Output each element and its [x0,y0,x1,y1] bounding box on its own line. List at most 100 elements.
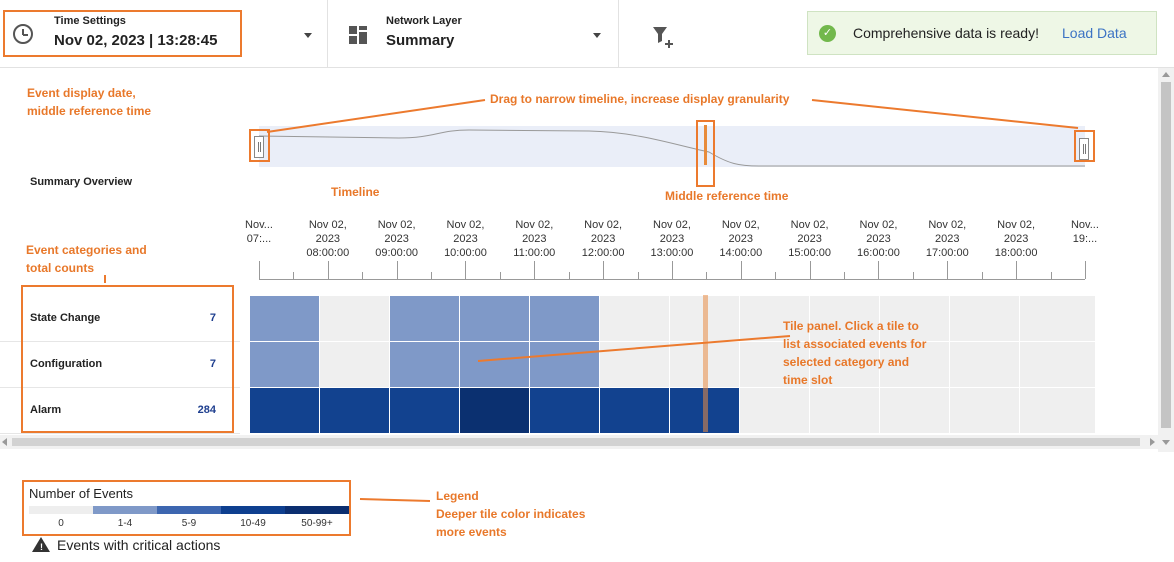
annotation-box-categories [21,285,234,433]
time-axis-minor-tick [913,272,914,279]
legend-label: 1-4 [117,518,133,529]
event-tile[interactable] [390,296,459,341]
annotation-display-date: Event display date, middle reference time [27,86,152,118]
timeline-right-handle[interactable] [1079,138,1089,160]
event-tile[interactable] [460,342,529,387]
event-tile[interactable] [740,342,809,387]
event-tile[interactable] [250,342,319,387]
annotation-categories: Event categories and total counts [26,243,147,275]
time-settings-value: Nov 02, 2023 | 13:28:45 [54,32,218,49]
horizontal-scrollbar[interactable] [0,435,1158,449]
time-tick-label: Nov 02, 2023 17:00:00 [925,219,969,259]
filter-add-icon [653,27,673,48]
event-tile[interactable] [460,296,529,341]
event-tile[interactable] [810,342,879,387]
time-axis-tick [397,261,398,279]
vertical-scroll-thumb[interactable] [1161,82,1171,428]
time-axis-minor-tick [569,272,570,279]
event-tile[interactable] [880,342,949,387]
event-tile[interactable] [950,296,1019,341]
scroll-up-icon[interactable] [1162,72,1170,77]
legend-swatch [221,506,285,514]
legend-swatch [285,506,349,514]
event-tile[interactable] [320,342,389,387]
network-layer-value: Summary [386,32,455,49]
event-tile[interactable] [950,342,1019,387]
category-row: Alarm 284 [0,388,240,434]
time-axis-tick [1085,261,1086,279]
middle-reference-marker[interactable] [704,125,707,165]
annotation-drag: Drag to narrow timeline, increase displa… [490,92,790,106]
annotation-box-legend [22,480,351,536]
annotation-box-time [3,10,242,57]
category-name: State Change [30,312,101,324]
timeline-overview[interactable] [259,126,1085,167]
time-axis-tick [741,261,742,279]
time-axis-tick [672,261,673,279]
event-tile[interactable] [810,296,879,341]
timeline-left-handle[interactable] [254,136,264,158]
add-filter-button[interactable] [620,0,700,68]
event-tile[interactable] [530,296,599,341]
event-tile[interactable] [1020,388,1095,433]
event-tile[interactable] [600,296,669,341]
time-axis-minor-tick [362,272,363,279]
annotation-box-left-handle [249,129,270,162]
vertical-scrollbar[interactable] [1158,68,1174,452]
dashboard-grid-icon [349,26,367,44]
summary-overview-label: Summary Overview [30,176,133,188]
scroll-down-icon[interactable] [1162,440,1170,445]
annotation-box-right-handle [1074,130,1095,162]
event-tile[interactable] [810,388,879,433]
time-settings-selector[interactable]: Time Settings Nov 02, 2023 | 13:28:45 [0,0,328,68]
event-tile[interactable] [390,342,459,387]
time-tick-label: Nov 02, 2023 10:00:00 [444,219,487,259]
annotation-legend: Legend Deeper tile color indicates more ev… [436,489,586,539]
event-tile[interactable] [1020,342,1095,387]
horizontal-scroll-thumb[interactable] [12,438,1140,446]
legend-label: 0 [58,518,64,529]
category-row: Configuration 7 [0,342,240,388]
event-tile[interactable] [740,296,809,341]
chevron-down-icon[interactable] [304,33,312,38]
time-tick-label: Nov 02, 2023 15:00:00 [788,219,832,259]
chevron-down-icon[interactable] [593,33,601,38]
legend-swatch [157,506,221,514]
event-tile[interactable] [320,296,389,341]
event-tile[interactable] [950,388,1019,433]
time-axis-minor-tick [1051,272,1052,279]
clock-icon [13,24,33,44]
time-axis-tick [534,261,535,279]
event-tile[interactable] [390,388,459,433]
event-tile[interactable] [1020,296,1095,341]
time-axis-tick [465,261,466,279]
time-axis-line [259,279,1085,280]
time-settings-label: Time Settings [54,15,126,27]
legend-label: 10-49 [240,518,266,529]
event-tile[interactable] [460,388,529,433]
data-ready-toast: ✓ Comprehensive data is ready! Load Data [807,11,1157,55]
event-tile[interactable] [530,342,599,387]
time-axis-minor-tick [431,272,432,279]
scroll-right-icon[interactable] [1150,438,1155,446]
event-tile[interactable] [880,296,949,341]
network-layer-selector[interactable]: Network Layer Summary [329,0,619,68]
event-tile[interactable] [740,388,809,433]
event-tile[interactable] [600,388,669,433]
time-axis-minor-tick [293,272,294,279]
critical-actions-note: Events with critical actions [57,537,221,553]
event-tile[interactable] [320,388,389,433]
legend-title: Number of Events [29,486,134,501]
annotation-tile-panel: Tile panel. Click a tile to list associat… [783,319,927,387]
time-axis-tick [328,261,329,279]
event-tile[interactable] [530,388,599,433]
event-tile[interactable] [880,388,949,433]
category-name: Configuration [30,358,103,370]
event-tile[interactable] [250,388,319,433]
time-axis-tick [1016,261,1017,279]
scroll-left-icon[interactable] [2,438,7,446]
load-data-link[interactable]: Load Data [1062,25,1127,41]
category-count: 7 [209,312,216,324]
event-tile[interactable] [250,296,319,341]
